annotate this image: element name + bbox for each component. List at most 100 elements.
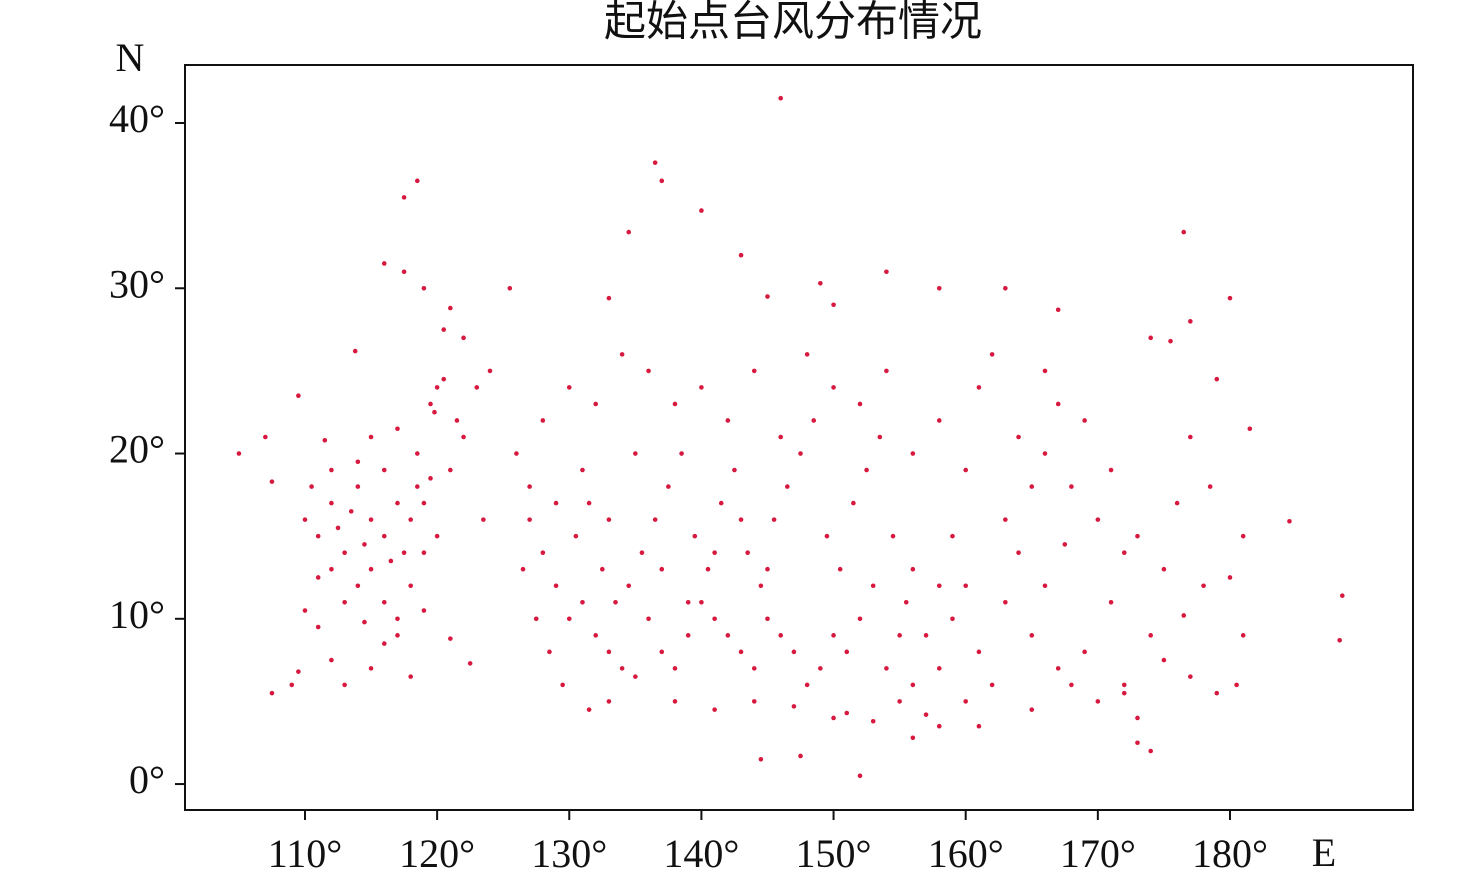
point [791,704,797,709]
point [606,649,612,655]
point [401,550,407,555]
point [936,666,942,671]
point [263,434,268,440]
point [329,657,334,663]
point [296,393,301,398]
point [1016,434,1021,440]
point [342,599,347,605]
point [659,178,665,184]
point [441,376,447,382]
point [606,295,612,301]
point [923,712,929,717]
point [844,710,850,716]
point [527,517,532,522]
point [1201,583,1206,589]
point [1227,295,1233,301]
point [408,517,413,522]
x-tick-label: 130° [531,831,607,876]
point [699,385,704,390]
point [401,269,407,275]
point [672,699,678,704]
point [606,699,612,704]
x-tick-label: 120° [399,831,475,876]
point [593,401,598,407]
point [884,368,889,374]
point [507,285,513,291]
point [1188,434,1193,440]
point [1340,593,1345,598]
point [851,500,856,506]
point [474,385,480,390]
point [1082,418,1087,423]
point [415,178,420,184]
point [725,418,731,423]
point [844,649,850,655]
point [1042,368,1048,374]
point [368,666,374,671]
point [778,633,783,638]
point [1148,748,1153,754]
point [454,418,460,423]
point [725,633,731,638]
point [600,566,605,572]
point [877,434,883,440]
point [659,566,665,572]
point [765,566,770,572]
point [362,542,367,547]
point [395,633,400,638]
y-tick-label: 30° [109,261,165,306]
point [352,348,358,354]
point [428,476,433,481]
point [963,699,968,704]
point [1188,674,1193,679]
point [1029,707,1035,712]
point [771,517,777,522]
point [666,484,671,489]
point [1214,690,1220,696]
point [547,649,552,655]
point [421,608,427,613]
point [1168,338,1173,344]
point [448,305,453,311]
point [745,550,750,555]
point [672,401,678,407]
point [580,599,585,605]
point [804,352,810,357]
point [368,434,374,440]
point [593,633,598,638]
y-tick-label: 20° [109,427,165,472]
point [798,451,803,456]
point [309,484,314,489]
point [1029,633,1035,638]
x-tick-label: 170° [1060,831,1136,876]
point [818,281,823,286]
point [857,616,863,622]
point [448,467,453,473]
point [831,633,836,638]
point [936,583,942,589]
point [831,385,836,390]
point [936,723,942,729]
point [1161,657,1167,663]
chart-title: 起始点台风分布情况 [604,0,982,46]
point [315,575,321,580]
point [573,533,579,539]
point [923,633,929,638]
point [1121,690,1127,696]
point [1161,566,1167,572]
point [269,690,275,696]
point [1042,451,1048,456]
point [857,401,863,407]
point [864,467,869,473]
point [1003,517,1008,522]
point [758,756,764,762]
point [1069,682,1074,688]
point [976,649,982,655]
point [778,95,783,101]
point [335,525,341,531]
point [580,467,585,473]
plot-frame [184,64,1414,811]
point [302,608,308,613]
